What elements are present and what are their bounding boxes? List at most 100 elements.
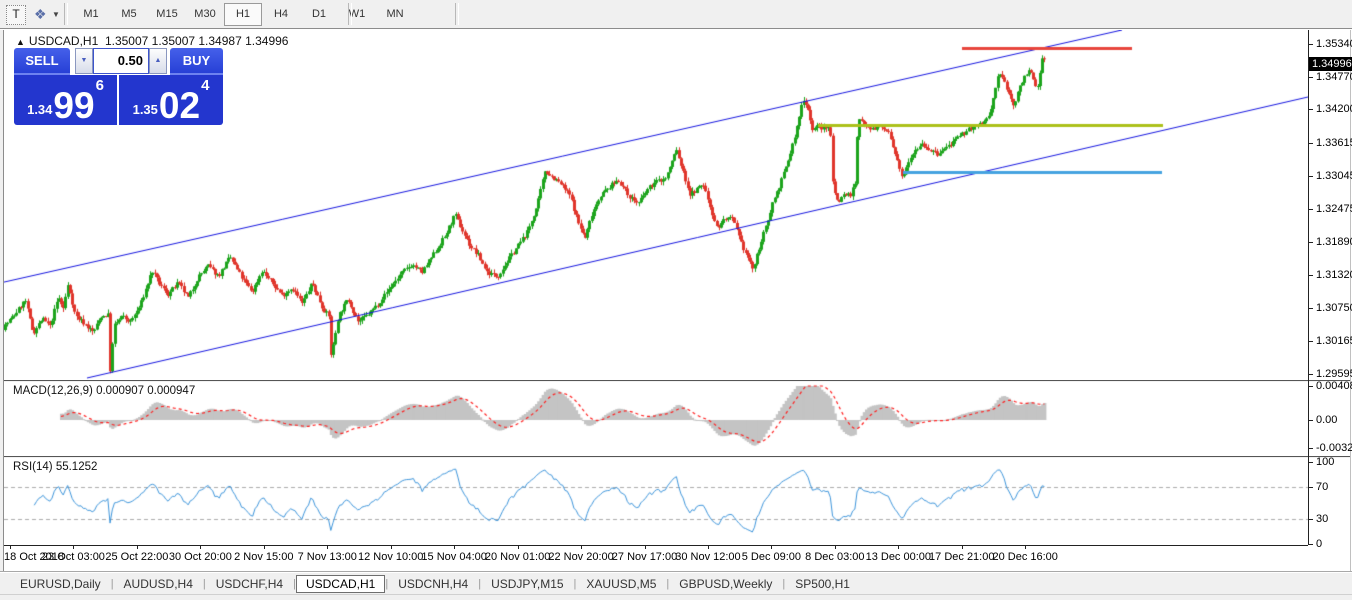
- tab-usdcnh-h4[interactable]: USDCNH,H4: [398, 576, 469, 591]
- tab-separator: |: [110, 577, 114, 590]
- chart-ohlc-values: 1.35007 1.35007 1.34987 1.34996: [104, 34, 289, 48]
- tab-usdchf-h4[interactable]: USDCHF,H4: [215, 576, 284, 591]
- tab-sp500-h1[interactable]: SP500,H1: [795, 576, 850, 591]
- status-strip: [0, 594, 1352, 600]
- tab-separator: |: [293, 577, 296, 590]
- toolbar: T ❖ ▼ M1 M5 M15 M30 H1 H4 D1 W1 MN: [0, 0, 1352, 28]
- tab-usdcad-h1[interactable]: USDCAD,H1: [295, 574, 386, 593]
- time-axis-label: 25 Oct 22:00: [105, 551, 169, 563]
- buy-price-display[interactable]: 1.35 02 4: [119, 75, 223, 125]
- time-axis-label: 23 Oct 03:00: [41, 551, 105, 563]
- macd-axis-label: 0.00: [1316, 414, 1338, 426]
- toolbar-separator: [455, 3, 459, 25]
- axis-tick: [1308, 519, 1313, 521]
- cursor-tools-icon[interactable]: ❖: [34, 6, 47, 22]
- time-axis-label: 18 Oct 2018: [4, 551, 64, 563]
- divider: [0, 571, 1352, 572]
- axis-tick: [1308, 373, 1313, 375]
- time-tick: [707, 545, 709, 549]
- sell-price-display[interactable]: 1.34 99 6: [14, 75, 117, 125]
- axis-tick: [1308, 175, 1313, 177]
- timeframe-button-h4[interactable]: H4: [273, 8, 289, 20]
- sell-price-sup: 6: [95, 77, 104, 94]
- timeframe-button-mn[interactable]: MN: [386, 8, 404, 20]
- price-axis-label: 1.33045: [1316, 169, 1352, 182]
- collapse-arrow-icon[interactable]: ▲: [16, 37, 25, 47]
- time-tick: [834, 545, 836, 549]
- tab-usdjpy-m15[interactable]: USDJPY,M15: [491, 576, 564, 591]
- buy-button[interactable]: BUY: [170, 48, 223, 75]
- axis-tick: [1308, 208, 1313, 210]
- timeframe-button-w1[interactable]: W1: [348, 8, 366, 20]
- time-tick: [644, 545, 646, 549]
- text-tool-icon[interactable]: T: [6, 5, 26, 25]
- one-click-trading-panel: SELL ▼ 0.50 ▲ BUY 1.34 99 6 1.35 02 4: [14, 48, 223, 125]
- axis-tick: [1308, 544, 1313, 545]
- buy-price-small: 1.35: [132, 102, 158, 117]
- price-axis-label: 1.30750: [1316, 301, 1352, 314]
- timeframe-button-d1[interactable]: D1: [311, 8, 327, 20]
- axis-tick: [1308, 341, 1313, 343]
- time-axis-label: 7 Nov 13:00: [297, 551, 357, 563]
- timeframe-button-h1[interactable]: H1: [224, 3, 262, 26]
- pane-divider: [4, 545, 1308, 546]
- rsi-label: RSI(14) 55.1252: [13, 461, 98, 473]
- toolbar-separator: [64, 3, 68, 25]
- time-axis-label: 20 Dec 16:00: [992, 551, 1058, 563]
- tab-separator: |: [666, 577, 670, 590]
- pane-divider[interactable]: [4, 456, 1350, 457]
- time-axis-label: 2 Nov 15:00: [234, 551, 294, 563]
- chevron-down-icon[interactable]: ▼: [52, 10, 60, 19]
- current-price-tag: 1.34996: [1309, 56, 1352, 71]
- tab-audusd-h4[interactable]: AUDUSD,H4: [123, 576, 193, 591]
- buy-price-sup: 4: [201, 77, 210, 94]
- time-tick: [1025, 545, 1027, 549]
- price-axis-label: 1.34200: [1316, 103, 1352, 116]
- volume-input[interactable]: 0.50: [93, 48, 149, 74]
- rsi-axis-label: 30: [1316, 513, 1329, 526]
- time-axis-label: 12 Nov 10:00: [357, 551, 424, 563]
- toolbar-separator: [348, 3, 352, 25]
- sell-price-small: 1.34: [27, 102, 53, 117]
- chart-tab-bar: EURUSD,Daily | AUDUSD,H4 | USDCHF,H4 | USDCAD,…: [0, 573, 1352, 594]
- timeframe-button-m15[interactable]: M15: [156, 8, 178, 20]
- timeframe-button-m30[interactable]: M30: [194, 8, 216, 20]
- time-axis-label: 8 Dec 03:00: [805, 551, 865, 563]
- volume-increase-button[interactable]: ▲: [149, 48, 167, 74]
- time-tick: [517, 545, 519, 549]
- timeframe-button-m5[interactable]: M5: [121, 8, 137, 20]
- macd-label: MACD(12,26,9) 0.000907 0.000947: [13, 385, 196, 397]
- chart-title: ▲ USDCAD,H1 1.35007 1.35007 1.34987 1.349…: [16, 34, 288, 48]
- tab-separator: |: [782, 577, 786, 590]
- time-axis-label: 13 Dec 00:00: [865, 551, 932, 563]
- price-axis-label: 1.30165: [1316, 335, 1352, 348]
- axis-tick: [1308, 274, 1313, 276]
- timeframe-toolbar: M1 M5 M15 M30 H1 H4 D1 W1 MN: [72, 3, 414, 26]
- tab-gbpusd-weekly[interactable]: GBPUSD,Weekly: [679, 576, 773, 591]
- time-tick: [390, 545, 392, 549]
- axis-tick: [1308, 486, 1313, 488]
- macd-axis-label: 0.004083: [1316, 379, 1352, 392]
- macd-indicator-canvas[interactable]: [4, 382, 1308, 455]
- time-tick: [200, 545, 202, 549]
- divider: [0, 572, 1352, 573]
- time-tick: [136, 545, 138, 549]
- time-tick: [73, 545, 75, 549]
- axis-tick: [1308, 385, 1313, 387]
- rsi-indicator-canvas[interactable]: [4, 458, 1308, 545]
- axis-tick: [1308, 462, 1313, 463]
- tab-eurusd-daily[interactable]: EURUSD,Daily: [20, 576, 101, 591]
- time-axis-label: 30 Nov 12:00: [675, 551, 741, 563]
- axis-tick: [1308, 143, 1313, 145]
- price-axis-label: 1.29595: [1316, 367, 1352, 380]
- timeframe-button-m1[interactable]: M1: [83, 8, 99, 20]
- sell-button[interactable]: SELL: [14, 48, 70, 75]
- pane-divider[interactable]: [4, 380, 1350, 381]
- volume-decrease-button[interactable]: ▼: [75, 48, 93, 74]
- axis-tick: [1308, 242, 1313, 244]
- tab-xauusd-m5[interactable]: XAUUSD,M5: [586, 576, 657, 591]
- pane-divider: [4, 457, 1350, 458]
- buy-price-big: 02: [158, 84, 201, 126]
- time-tick: [263, 545, 265, 549]
